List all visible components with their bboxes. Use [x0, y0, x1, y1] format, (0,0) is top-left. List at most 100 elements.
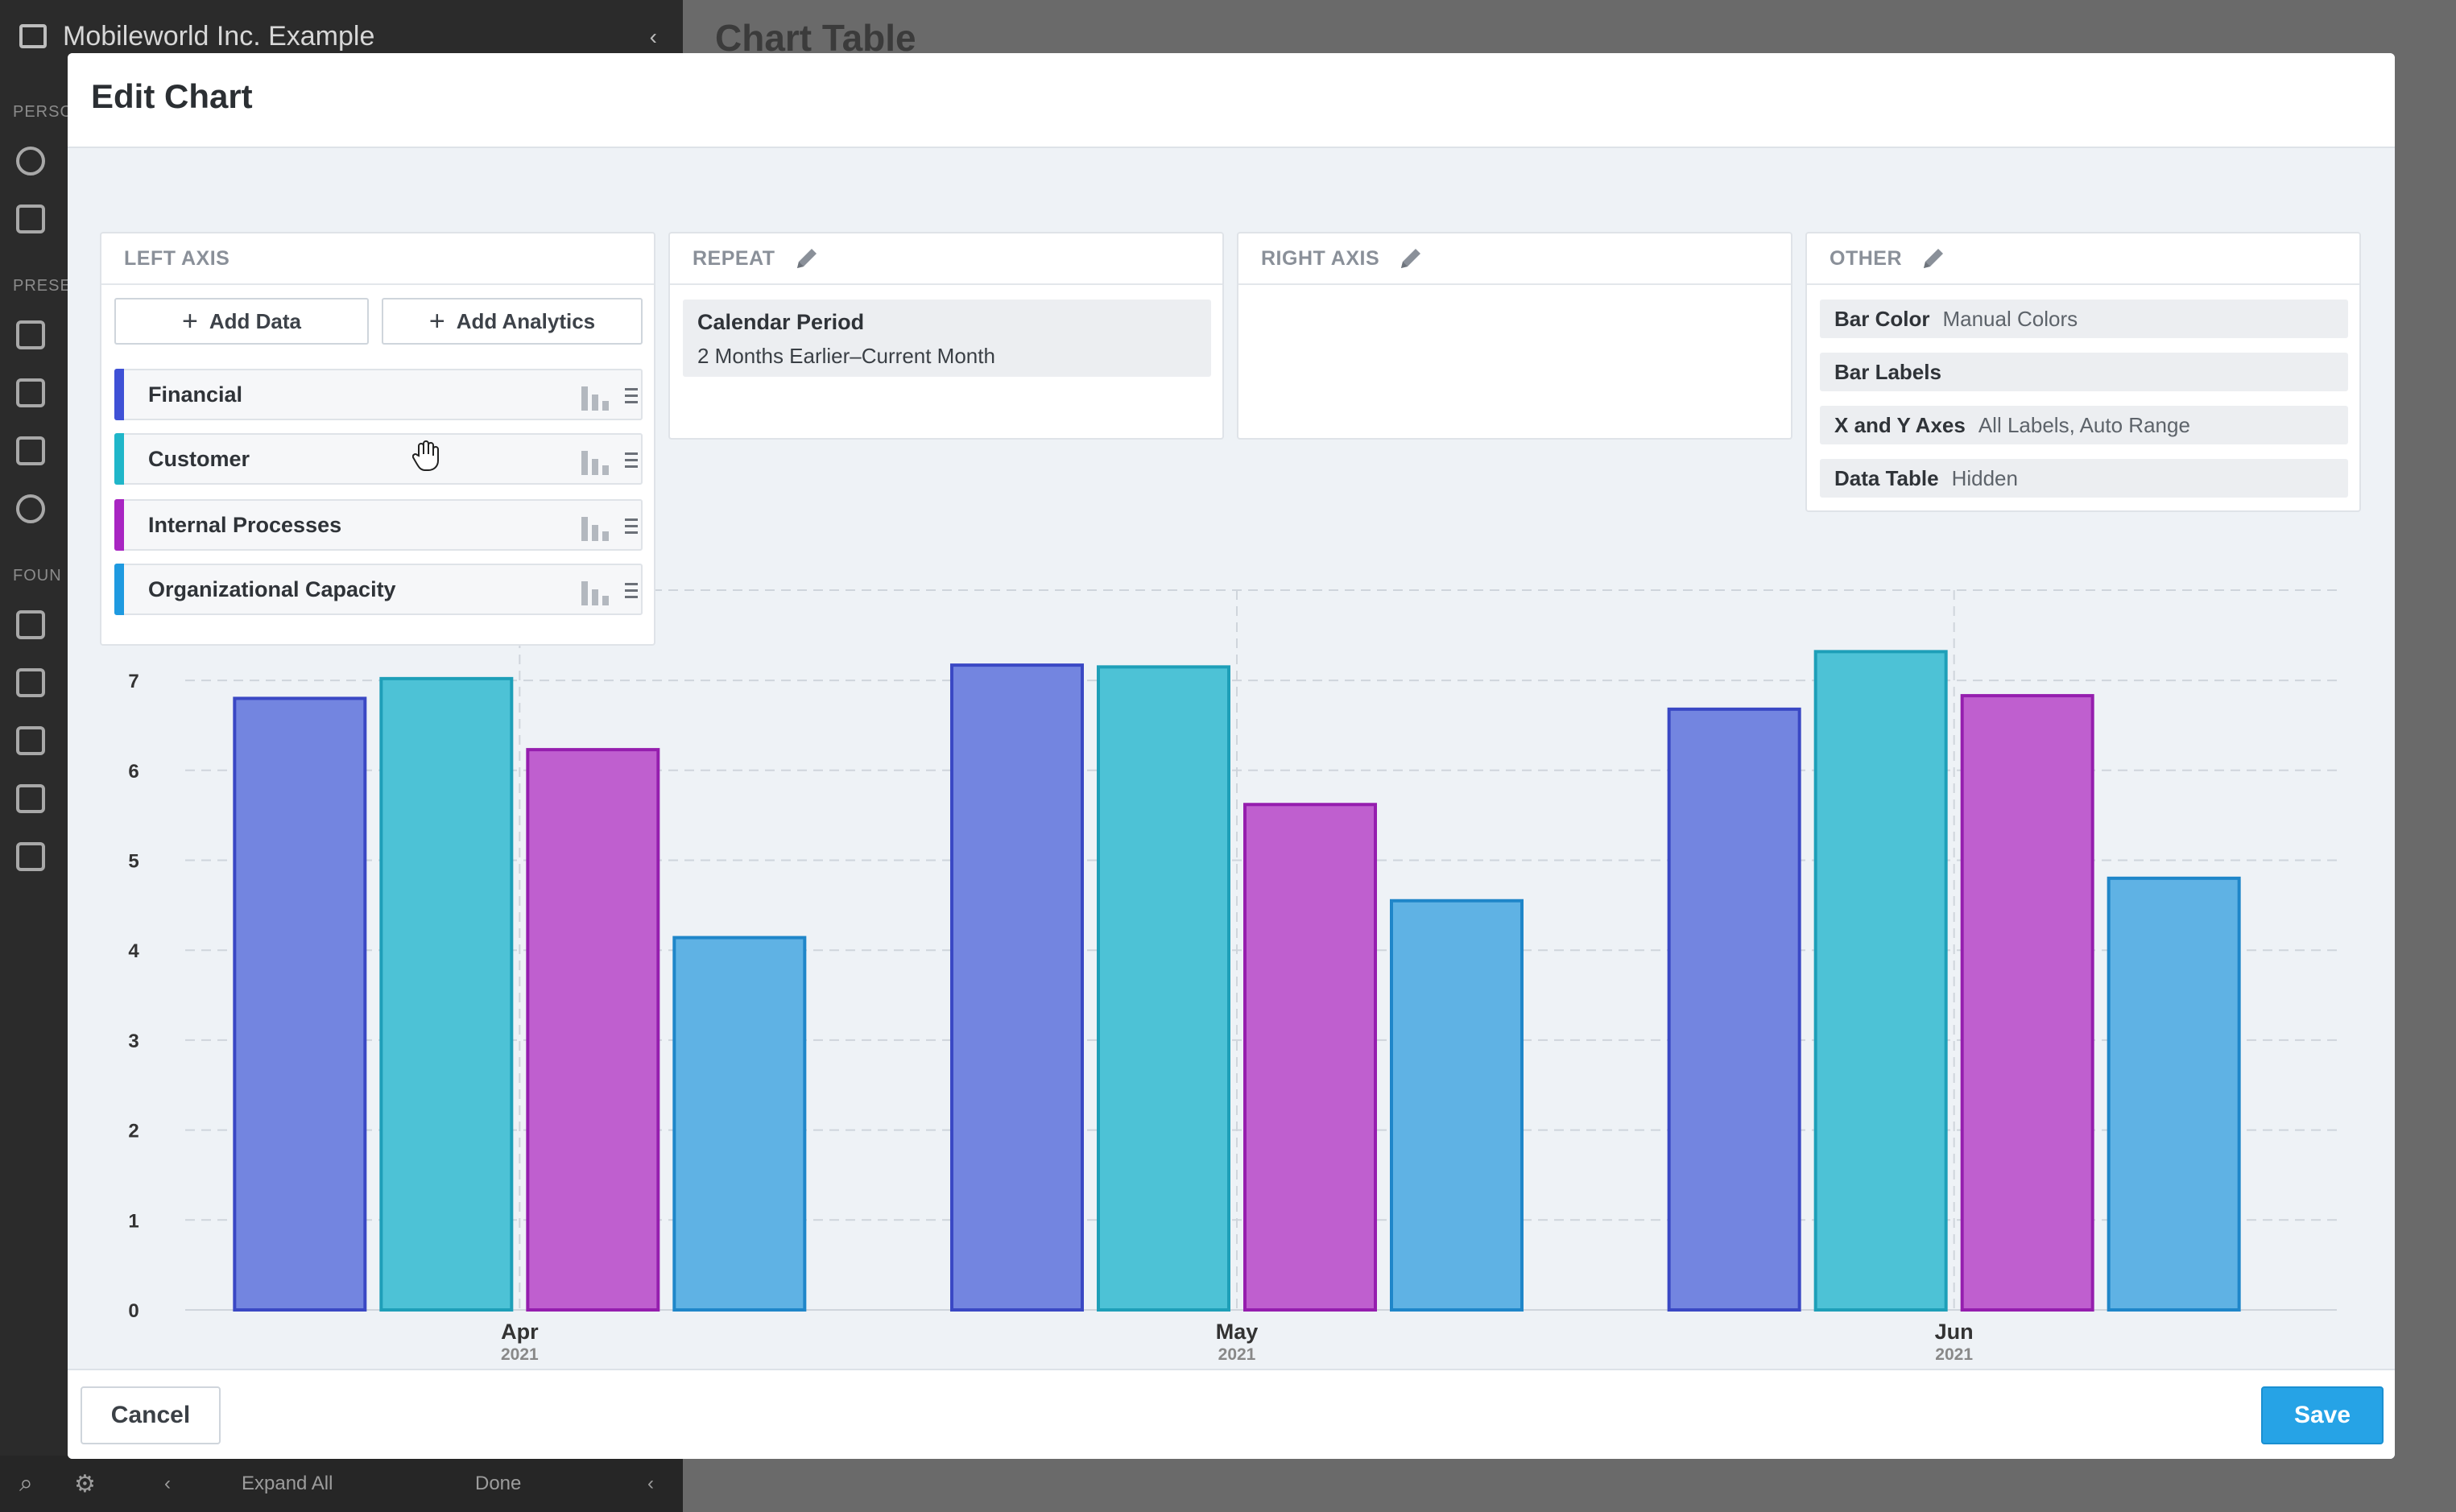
dialog-header: Edit Chart: [68, 53, 2395, 148]
series-label: Internal Processes: [148, 512, 342, 537]
bar: [672, 936, 807, 1312]
series-label: Organizational Capacity: [148, 576, 396, 601]
option-data-table[interactable]: Data Table Hidden: [1820, 459, 2348, 498]
series-label: Customer: [148, 446, 250, 471]
drag-handle-icon[interactable]: [625, 581, 638, 599]
add-data-button[interactable]: + Add Data: [114, 298, 369, 345]
save-button[interactable]: Save: [2261, 1386, 2384, 1444]
x-tick-label: May: [1216, 1320, 1259, 1344]
x-tick-sublabel: 2021: [1935, 1345, 1973, 1364]
add-analytics-button[interactable]: + Add Analytics: [382, 298, 643, 345]
option-key: Bar Labels: [1834, 359, 1941, 384]
org-icon: [19, 24, 47, 48]
book-icon: [16, 320, 45, 349]
bar: [2107, 876, 2241, 1312]
series-item-internal-processes[interactable]: Internal Processes: [114, 499, 643, 551]
y-tick-label: 4: [128, 940, 139, 962]
bar-chart-icon[interactable]: [580, 383, 612, 411]
dashboard-icon: [16, 378, 45, 407]
option-key: Bar Color: [1834, 306, 1930, 331]
bar-chart-icon[interactable]: [580, 448, 612, 475]
background-page-title: Chart Table: [715, 17, 916, 59]
bar: [379, 676, 514, 1312]
series-color-swatch: [114, 499, 124, 551]
other-title: OTHER: [1830, 246, 1902, 270]
bar: [233, 696, 367, 1312]
user-icon: [16, 147, 45, 176]
drag-handle-icon[interactable]: [625, 517, 638, 535]
drag-handle-icon[interactable]: [625, 386, 638, 404]
dialog-body: 0 1 2 3 4 5 6 7 Apr 2021 May 2021 Jun 2021 LEFT AXIS …: [68, 148, 2395, 1423]
sidebar-section-presentation: PRESE: [13, 277, 72, 295]
other-panel: OTHER Bar Color Manual Colors Bar Labels…: [1805, 232, 2361, 512]
pie-chart-icon: [16, 494, 45, 523]
bar-chart-icon[interactable]: [580, 514, 612, 541]
bar: [526, 748, 660, 1312]
document-icon: [16, 842, 45, 871]
sidebar-section-personal: PERSO: [13, 103, 74, 121]
right-axis-title: RIGHT AXIS: [1261, 246, 1380, 270]
pencil-icon[interactable]: [793, 245, 821, 272]
search-icon: ⌕: [19, 1470, 33, 1497]
pencil-icon[interactable]: [1920, 245, 1947, 272]
left-axis-panel: LEFT AXIS + Add Data + Add Analytics Fin…: [100, 232, 655, 646]
bar-chart-icon[interactable]: [580, 578, 612, 605]
series-item-customer[interactable]: Customer: [114, 433, 643, 485]
option-key: X and Y Axes: [1834, 412, 1966, 437]
sidebar-footer: ⌕ ⚙ ‹ Expand All Done ‹: [0, 1456, 683, 1512]
bar: [1667, 707, 1801, 1312]
repeat-panel: REPEAT Calendar Period 2 Months Earlier–…: [668, 232, 1224, 440]
add-analytics-label: Add Analytics: [456, 308, 596, 333]
bar: [1390, 899, 1524, 1312]
report-icon: [16, 436, 45, 465]
repeat-header: REPEAT: [670, 233, 1222, 285]
y-tick-label: 7: [128, 671, 139, 692]
sidebar-section-foundation: FOUN: [13, 567, 62, 585]
plus-icon: +: [182, 305, 198, 337]
option-bar-labels[interactable]: Bar Labels: [1820, 353, 2348, 391]
calendar-period-item[interactable]: Calendar Period 2 Months Earlier–Current…: [683, 300, 1211, 377]
collapse-chevron-icon: ‹: [649, 24, 657, 49]
x-tick-label: Apr: [501, 1320, 539, 1344]
y-tick-label: 3: [128, 1031, 139, 1052]
option-bar-color[interactable]: Bar Color Manual Colors: [1820, 300, 2348, 338]
plus-icon: +: [428, 305, 445, 337]
bar: [1960, 694, 2094, 1312]
option-value: Hidden: [1951, 465, 2018, 490]
y-tick-label: 6: [128, 761, 139, 783]
series-item-financial[interactable]: Financial: [114, 369, 643, 420]
dialog-title: Edit Chart: [91, 77, 253, 115]
x-tick-sublabel: 2021: [1218, 1345, 1256, 1364]
grid-icon: [16, 610, 45, 639]
y-tick-label: 1: [128, 1210, 139, 1232]
form-icon: [16, 784, 45, 813]
x-tick-label: Jun: [1935, 1320, 1974, 1344]
checkbox-icon: [16, 668, 45, 697]
right-axis-panel: RIGHT AXIS: [1237, 232, 1792, 440]
edit-chart-dialog: Edit Chart 0 1 2 3 4 5 6 7 Apr 2021 May 2021 Jun 2021…: [68, 53, 2395, 1459]
series-color-swatch: [114, 564, 124, 615]
expand-all-button: Expand All: [242, 1473, 333, 1494]
org-header: Mobileworld Inc. Example ‹: [0, 0, 683, 72]
dialog-footer: Cancel Save: [68, 1369, 2395, 1459]
option-value: All Labels, Auto Range: [1978, 412, 2190, 437]
bar: [1813, 650, 1948, 1312]
series-color-swatch: [114, 369, 124, 420]
repeat-title: REPEAT: [693, 246, 775, 270]
y-tick-label: 0: [128, 1300, 139, 1322]
x-tick-sublabel: 2021: [501, 1345, 539, 1364]
cube-icon: [16, 726, 45, 755]
calendar-period-title: Calendar Period: [697, 310, 865, 334]
pencil-icon[interactable]: [1397, 245, 1424, 272]
done-button: Done: [475, 1473, 522, 1494]
y-tick-label: 5: [128, 851, 139, 873]
option-x-and-y-axes[interactable]: X and Y Axes All Labels, Auto Range: [1820, 406, 2348, 444]
option-key: Data Table: [1834, 465, 1939, 490]
other-header: OTHER: [1807, 233, 2359, 285]
drag-handle-icon[interactable]: [625, 451, 638, 469]
cancel-button[interactable]: Cancel: [81, 1386, 221, 1444]
series-item-organizational-capacity[interactable]: Organizational Capacity: [114, 564, 643, 615]
series-label: Financial: [148, 382, 243, 407]
bar: [1097, 665, 1230, 1312]
